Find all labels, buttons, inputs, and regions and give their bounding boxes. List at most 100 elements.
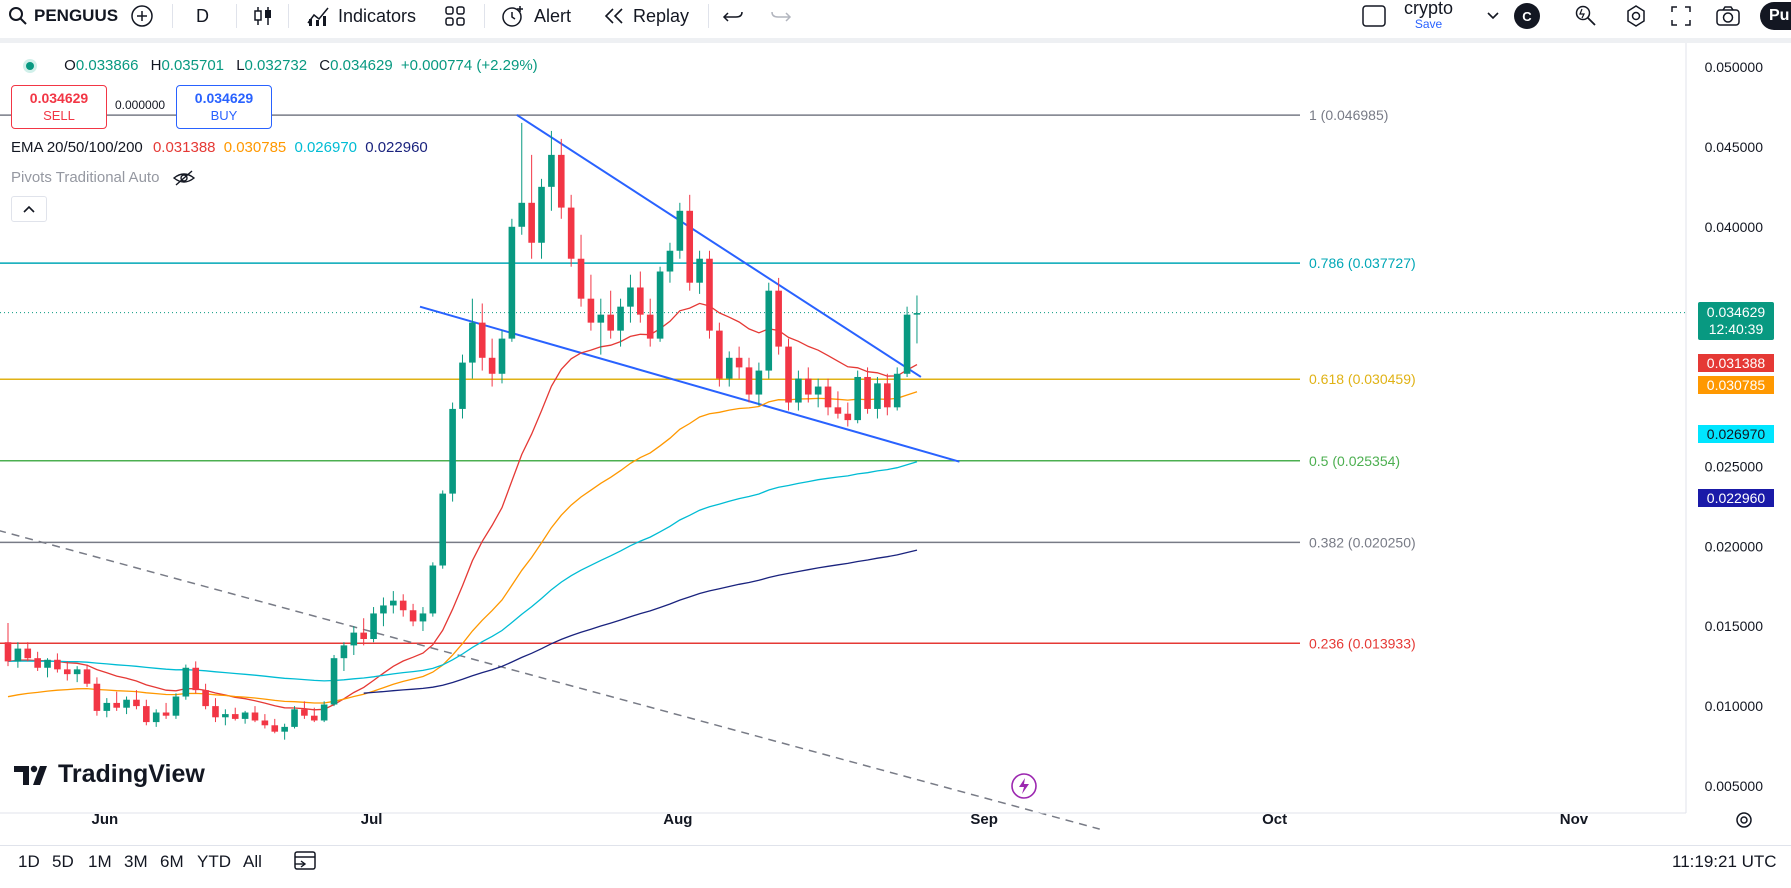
ema100-line[interactable]: [7, 461, 918, 682]
layout-toggle-button[interactable]: [1361, 0, 1387, 32]
ema200-line[interactable]: [363, 549, 918, 694]
layout-dropdown[interactable]: [1486, 0, 1500, 32]
candle-down[interactable]: [686, 194, 694, 291]
candle-up[interactable]: [172, 693, 180, 719]
candle-up[interactable]: [14, 642, 22, 668]
candle-up[interactable]: [854, 370, 861, 424]
candle-down[interactable]: [409, 603, 417, 627]
candle-up[interactable]: [814, 378, 822, 408]
user-avatar[interactable]: C: [1514, 0, 1540, 32]
candle-up[interactable]: [350, 626, 358, 655]
falling-wedge-upper-trendline[interactable]: [516, 114, 922, 378]
candle-up[interactable]: [874, 376, 881, 419]
candle-up[interactable]: [795, 370, 802, 411]
candle-up[interactable]: [893, 367, 901, 411]
chart-type-button[interactable]: [252, 0, 274, 32]
candle-down[interactable]: [93, 677, 101, 716]
fullscreen-button[interactable]: [1670, 0, 1692, 32]
symbol-search[interactable]: PENGUUS: [8, 0, 118, 32]
candle-up[interactable]: [320, 701, 328, 723]
candle-down[interactable]: [607, 290, 614, 339]
candle-down[interactable]: [735, 346, 743, 379]
candle-up[interactable]: [241, 710, 249, 724]
candle-down[interactable]: [54, 653, 61, 673]
candle-down[interactable]: [557, 138, 565, 219]
candle-up[interactable]: [291, 706, 298, 729]
candle-down[interactable]: [745, 357, 753, 403]
candle-down[interactable]: [864, 367, 871, 414]
candle-down[interactable]: [637, 271, 644, 323]
ema50-line[interactable]: [7, 391, 918, 704]
candle-up[interactable]: [449, 402, 456, 502]
range-button-6m[interactable]: 6M: [160, 852, 184, 871]
candle-up[interactable]: [469, 298, 476, 379]
candle-up[interactable]: [439, 490, 447, 569]
replay-button[interactable]: Replay: [603, 0, 689, 32]
candle-up[interactable]: [498, 330, 506, 384]
candle-up[interactable]: [548, 130, 555, 211]
candle-up[interactable]: [73, 666, 81, 683]
candle-down[interactable]: [804, 367, 812, 403]
clock[interactable]: 11:19:21 UTC: [1672, 852, 1777, 871]
buy-button[interactable]: 0.034629 BUY: [176, 85, 272, 129]
candle-down[interactable]: [202, 683, 209, 710]
candle-down[interactable]: [34, 651, 41, 671]
range-button-1d[interactable]: 1D: [18, 852, 40, 871]
candle-down[interactable]: [478, 303, 486, 371]
candle-down[interactable]: [4, 623, 12, 667]
candle-down[interactable]: [271, 718, 279, 734]
publish-button[interactable]: Pu: [1760, 0, 1791, 32]
candle-down[interactable]: [301, 701, 308, 719]
range-button-1m[interactable]: 1M: [88, 852, 112, 871]
candle-down[interactable]: [716, 322, 723, 387]
candle-down[interactable]: [844, 402, 852, 427]
candle-up[interactable]: [656, 266, 664, 342]
candle-down[interactable]: [577, 234, 585, 307]
events-button[interactable]: [1010, 772, 1038, 805]
eye-off-icon[interactable]: [172, 169, 196, 187]
axis-settings-button[interactable]: [1733, 809, 1755, 836]
collapse-legend-button[interactable]: [11, 196, 47, 222]
candle-up[interactable]: [903, 306, 911, 377]
candle-down[interactable]: [162, 702, 170, 719]
candle-up[interactable]: [281, 723, 288, 740]
redo-button[interactable]: [770, 0, 792, 32]
compare-button[interactable]: [130, 0, 154, 32]
candle-down[interactable]: [775, 277, 782, 355]
candle-up[interactable]: [518, 122, 526, 235]
pivots-legend[interactable]: Pivots Traditional Auto: [11, 169, 196, 187]
settings-button[interactable]: [1624, 0, 1648, 32]
candle-up[interactable]: [538, 178, 545, 259]
templates-button[interactable]: [444, 0, 466, 32]
candle-up[interactable]: [617, 298, 624, 347]
candle-down[interactable]: [567, 194, 575, 267]
candle-down[interactable]: [261, 714, 269, 729]
range-button-5d[interactable]: 5D: [52, 852, 74, 871]
candle-down[interactable]: [212, 698, 219, 723]
indicators-button[interactable]: Indicators: [306, 0, 416, 32]
candle-up[interactable]: [765, 282, 773, 379]
candle-down[interactable]: [133, 690, 140, 710]
quick-search-button[interactable]: [1574, 0, 1598, 32]
candle-down[interactable]: [63, 661, 71, 681]
candle-up[interactable]: [123, 696, 130, 715]
candle-down[interactable]: [231, 707, 239, 721]
candle-down[interactable]: [360, 618, 367, 646]
range-button-ytd[interactable]: YTD: [197, 852, 231, 871]
candle-up[interactable]: [330, 654, 338, 707]
sell-button[interactable]: 0.034629 SELL: [11, 85, 107, 129]
candle-down[interactable]: [587, 274, 595, 331]
candle-up[interactable]: [755, 362, 763, 406]
candle-up[interactable]: [103, 698, 111, 718]
candle-up[interactable]: [696, 250, 703, 294]
interval-button[interactable]: D: [196, 0, 209, 32]
candle-up[interactable]: [370, 607, 377, 643]
candle-down[interactable]: [488, 338, 496, 387]
ema-legend[interactable]: EMA 20/50/100/200 0.031388 0.030785 0.02…: [11, 139, 428, 156]
candle-up[interactable]: [222, 709, 229, 726]
goto-date-button[interactable]: [292, 848, 318, 877]
candle-down[interactable]: [834, 391, 842, 419]
candle-up[interactable]: [390, 591, 397, 614]
candle-down[interactable]: [310, 707, 318, 723]
alert-button[interactable]: Alert: [500, 0, 571, 32]
